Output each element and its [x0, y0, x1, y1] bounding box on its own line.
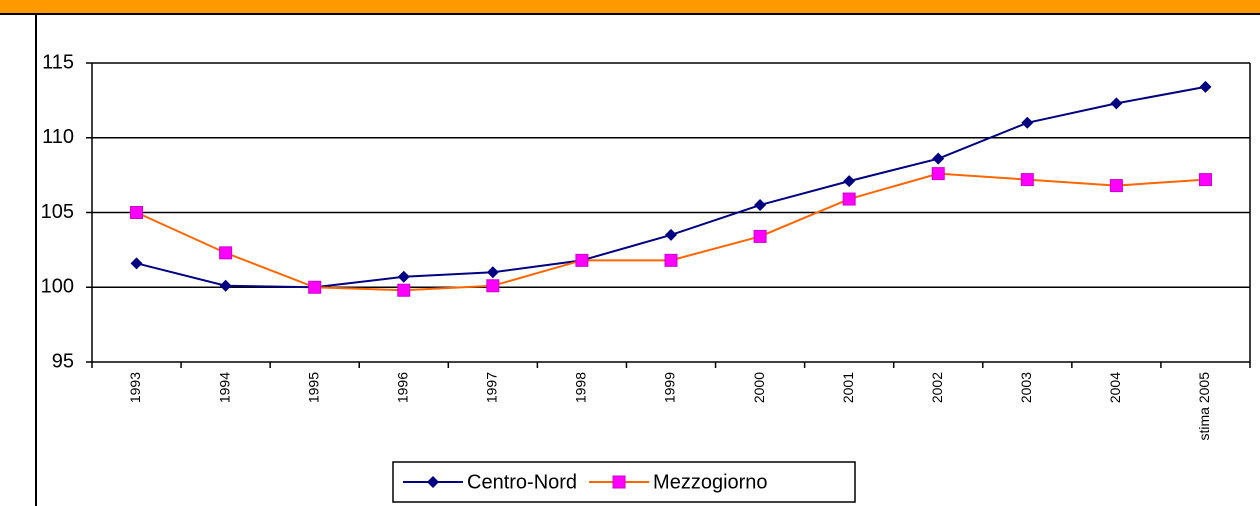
marker: [931, 167, 945, 181]
x-tick-label: 1999: [662, 372, 678, 403]
marker: [575, 253, 589, 267]
x-tick-label: 2000: [751, 372, 767, 403]
marker: [1110, 97, 1123, 110]
marker: [1021, 116, 1034, 129]
y-tick-label: 115: [42, 51, 74, 73]
y-tick-label: 100: [41, 276, 74, 298]
legend-marker: [427, 476, 439, 488]
x-tick-label: 1998: [573, 372, 589, 403]
marker: [1020, 173, 1034, 187]
marker: [130, 257, 143, 270]
y-tick-label: 110: [42, 126, 74, 148]
marker: [219, 279, 232, 292]
y-tick-label: 95: [52, 350, 74, 372]
x-tick-label: 2001: [840, 372, 856, 403]
x-tick-label: 1994: [216, 372, 232, 403]
x-tick-label: stima 2005: [1196, 372, 1212, 441]
marker: [664, 253, 678, 267]
marker: [486, 279, 500, 293]
marker: [842, 192, 856, 206]
marker: [665, 228, 677, 241]
marker: [753, 229, 767, 243]
marker: [308, 280, 322, 294]
legend-label: Centro-Nord: [467, 471, 577, 493]
y-tick-label: 105: [41, 201, 74, 223]
marker: [754, 199, 767, 212]
x-tick-label: 1995: [305, 372, 321, 403]
marker: [932, 152, 945, 165]
marker: [219, 246, 233, 260]
marker: [1109, 179, 1123, 193]
top-bar: [0, 0, 1260, 14]
legend-marker: [612, 475, 626, 489]
marker: [843, 175, 856, 188]
x-tick-label: 1997: [484, 372, 500, 403]
marker: [1198, 173, 1212, 187]
x-tick-label: 1993: [127, 372, 143, 403]
x-tick-label: 2002: [929, 372, 945, 403]
x-tick-label: 2004: [1107, 372, 1123, 403]
marker: [1199, 80, 1212, 93]
marker: [486, 266, 499, 279]
marker: [397, 270, 410, 283]
x-tick-label: 2003: [1018, 372, 1034, 403]
x-tick-label: 1996: [394, 372, 410, 403]
marker: [397, 283, 411, 297]
marker: [130, 206, 144, 219]
legend-label: Mezzogiorno: [653, 471, 768, 493]
